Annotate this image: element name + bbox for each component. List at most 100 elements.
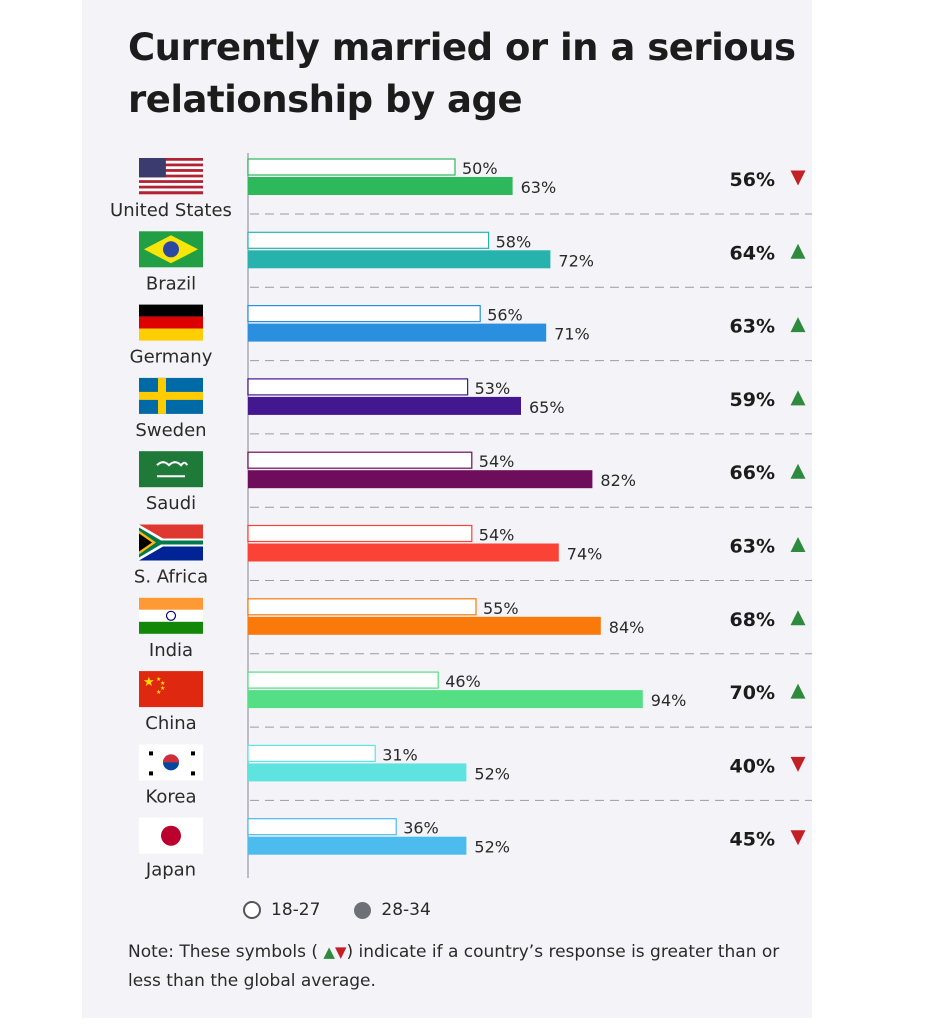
us-stripe [139, 171, 203, 175]
za-black [139, 533, 152, 552]
bar-28-34 [248, 836, 467, 855]
us-stripe [139, 191, 203, 195]
flag-india-icon [139, 597, 203, 634]
bar-28-34 [248, 690, 643, 709]
overall-value: 40% [730, 755, 775, 777]
value-label-28-34: 71% [554, 325, 590, 344]
below-average-triangle-icon [790, 756, 806, 772]
bar-28-34 [248, 543, 559, 562]
value-label-18-27: 55% [483, 599, 519, 618]
above-average-triangle-icon [790, 463, 806, 479]
overall-value: 45% [730, 829, 775, 851]
row-s-africa: S. Africa 54% 74% 63% [134, 524, 806, 588]
bar-18-27 [247, 744, 376, 763]
us-stripe [139, 177, 203, 181]
country-label: India [149, 640, 193, 661]
overall-value: 66% [730, 462, 775, 484]
us-stripe [139, 160, 203, 164]
us-stripe [139, 163, 203, 167]
country-label: China [145, 713, 196, 734]
se-horizontal [139, 391, 203, 400]
legend-label-28-34: 28-34 [381, 900, 431, 920]
de-black [139, 304, 203, 317]
overall-value: 63% [730, 536, 775, 558]
value-label-18-27: 56% [487, 306, 523, 325]
row-saudi: Saudi 54% 82% 66% [139, 451, 806, 514]
overall-value: 68% [730, 609, 775, 631]
overall-value: 70% [730, 682, 775, 704]
value-label-28-34: 65% [529, 398, 565, 417]
bar-18-27 [247, 524, 473, 543]
bar-18-27 [247, 598, 477, 616]
in-saffron [139, 597, 203, 610]
above-average-triangle-icon [790, 317, 806, 333]
cn-star: ★ [143, 674, 155, 689]
in-green [139, 621, 203, 634]
cn-small-star: ★ [156, 676, 161, 683]
bar-18-27 [247, 158, 456, 176]
legend-empty-circle-icon [243, 901, 261, 919]
cn-small-star: ★ [160, 680, 165, 687]
flag-japan-icon [139, 817, 203, 854]
us-stripe [139, 174, 203, 178]
us-stripe [139, 169, 203, 173]
de-red [139, 316, 203, 329]
value-label-28-34: 84% [609, 618, 645, 637]
flag-saudi-icon [139, 451, 203, 488]
bar-18-27 [247, 231, 490, 249]
kr-taeguk-red [163, 754, 179, 763]
us-stripe [139, 158, 203, 162]
cn-field [139, 671, 203, 708]
value-label-28-34: 74% [567, 545, 603, 564]
note-text-before: Note: These symbols ( [128, 942, 318, 962]
cn-small-star: ★ [160, 685, 165, 692]
flag-korea-icon [139, 744, 203, 781]
row-united-states: United States 50% 63% 56% [110, 158, 806, 221]
bar-28-34 [248, 396, 521, 415]
overall-value: 64% [730, 242, 775, 264]
in-chakra [165, 610, 177, 621]
bar-28-34 [248, 763, 467, 782]
bar-chart: United States 50% 63% 56% Brazil 58% 72% 64% Ger… [110, 153, 812, 881]
below-average-triangle-icon [790, 830, 806, 846]
value-label-18-27: 54% [479, 452, 515, 471]
legend-item-18-27: 18-27 [243, 900, 320, 920]
country-label: Sweden [135, 420, 206, 441]
below-average-triangle-icon [790, 170, 806, 186]
value-label-28-34: 52% [474, 838, 510, 857]
us-stripe [139, 182, 203, 186]
row-korea: Korea 31% 52% 40% [139, 744, 806, 807]
row-india: India 55% 84% 68% [139, 597, 806, 661]
value-label-28-34: 82% [600, 471, 636, 490]
country-label: Korea [145, 786, 196, 807]
legend: 18-27 28-34 [243, 900, 465, 920]
up-triangle-icon: ▲ [323, 943, 335, 961]
flag-china-icon: ★ ★★★★ [139, 671, 203, 708]
row-japan: Japan 36% 52% 45% [139, 817, 806, 881]
us-stripe [139, 188, 203, 192]
bar-18-27 [247, 818, 397, 836]
flag-s-africa-icon [139, 524, 203, 561]
overall-value: 59% [730, 389, 775, 411]
value-label-28-34: 72% [558, 251, 594, 270]
row-separators [250, 213, 812, 801]
legend-item-28-34: 28-34 [354, 900, 431, 920]
footnote: Note: These symbols ( ▲▼) indicate if a … [128, 938, 788, 996]
row-brazil: Brazil 58% 72% 64% [139, 231, 806, 294]
flag-sweden-icon [139, 377, 203, 414]
down-triangle-icon: ▼ [334, 943, 347, 961]
bar-28-34 [248, 250, 551, 269]
jp-disc [161, 825, 181, 846]
za-green [139, 527, 203, 558]
country-label: Japan [145, 860, 196, 881]
legend-filled-circle-icon [354, 901, 372, 919]
value-label-18-27: 50% [462, 159, 498, 178]
bar-18-27 [247, 378, 469, 396]
value-label-18-27: 31% [382, 745, 418, 764]
country-label: Saudi [146, 493, 196, 514]
legend-label-18-27: 18-27 [271, 900, 321, 920]
value-label-18-27: 53% [475, 379, 511, 398]
sa-field [139, 451, 203, 488]
country-label: Brazil [146, 273, 196, 294]
value-label-18-27: 58% [496, 232, 532, 251]
